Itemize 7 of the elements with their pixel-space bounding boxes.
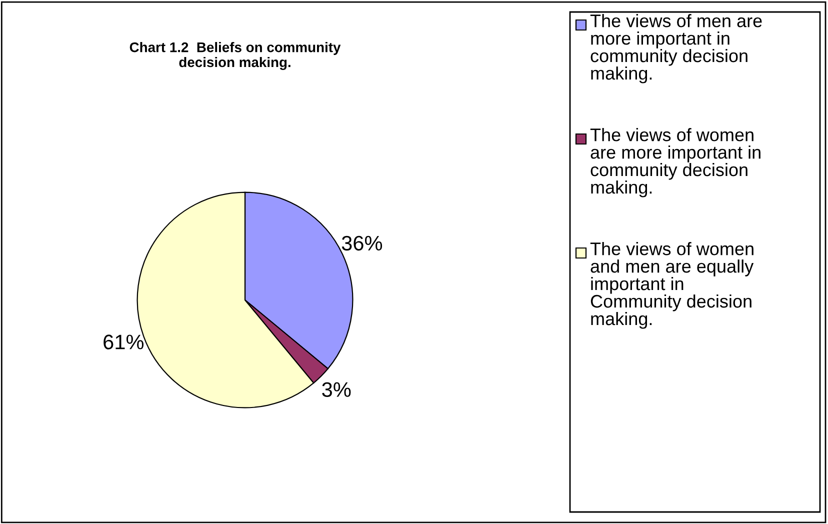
legend-label: The views of women are more important in community decision making. [590,128,760,198]
legend-label: The views of women and men are equally important in Community decision making. [590,242,754,329]
data-label: 61% [104,334,144,350]
legend-label: The views of men are more important in community decision making. [590,14,762,84]
data-label: 36% [342,236,382,251]
text: Chart 1.2 Beliefs on community decision making. [130,42,341,70]
data-label: 3% [322,382,351,397]
